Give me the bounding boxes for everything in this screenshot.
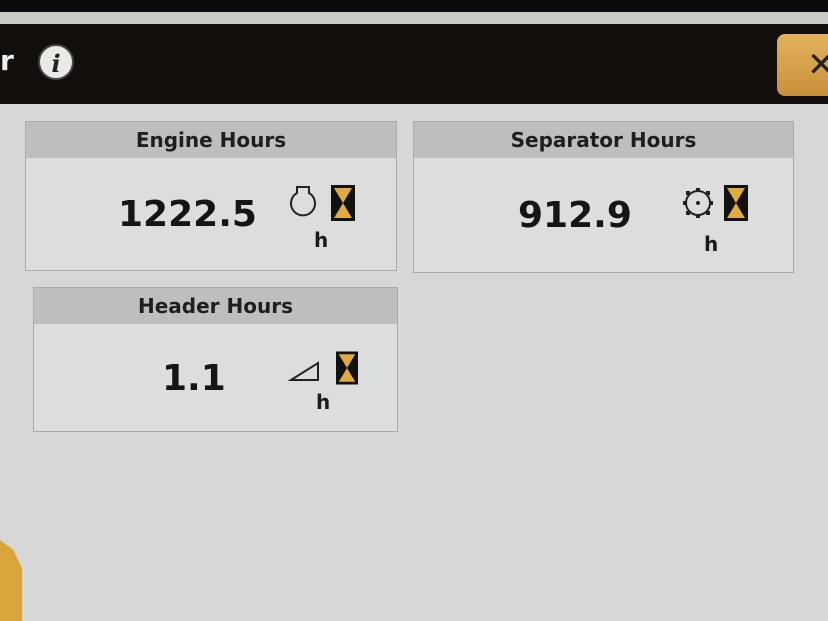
unit-label: h	[314, 228, 329, 252]
panel-title: Separator Hours	[414, 122, 793, 158]
page-title: r	[0, 44, 14, 77]
screen-bezel	[0, 0, 828, 12]
engine-icon	[290, 186, 316, 217]
top-bar	[0, 24, 828, 104]
engine-hours-value: 1222.5	[118, 194, 257, 235]
hourglass-icon	[336, 351, 358, 385]
engine-hours-panel: Engine Hours 1222.5 h	[25, 121, 397, 271]
separator-rotor-icon	[683, 188, 713, 218]
panel-title: Header Hours	[34, 288, 397, 324]
separator-hours-panel: Separator Hours 912.9 h	[413, 121, 794, 273]
header-icon	[288, 361, 319, 381]
unit-label: h	[704, 232, 719, 256]
header-hours-panel: Header Hours 1.1 h	[33, 287, 398, 432]
header-hours-value: 1.1	[162, 358, 226, 399]
close-button[interactable]: ✕	[777, 34, 828, 96]
hourglass-icon	[724, 185, 748, 221]
info-button[interactable]: i	[38, 44, 74, 80]
hourglass-icon	[331, 185, 355, 221]
status-strip	[0, 12, 828, 24]
panel-title: Engine Hours	[26, 122, 396, 158]
separator-hours-value: 912.9	[518, 195, 632, 236]
side-tab[interactable]	[0, 540, 22, 621]
unit-label: h	[316, 390, 331, 414]
